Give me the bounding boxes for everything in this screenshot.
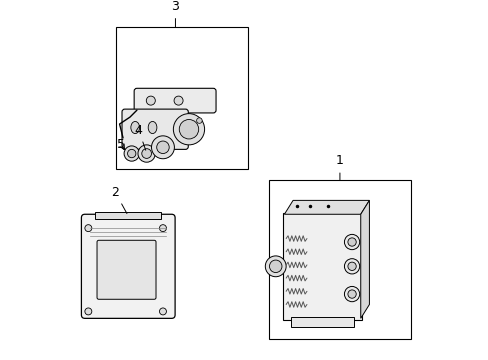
FancyBboxPatch shape	[282, 212, 362, 320]
Text: 5: 5	[117, 138, 125, 151]
Circle shape	[265, 256, 285, 277]
Circle shape	[138, 145, 155, 162]
Circle shape	[156, 141, 169, 153]
Circle shape	[179, 120, 198, 139]
Ellipse shape	[148, 121, 157, 134]
Text: 1: 1	[335, 154, 343, 180]
Circle shape	[344, 259, 359, 274]
Circle shape	[347, 290, 355, 298]
Circle shape	[174, 96, 183, 105]
Circle shape	[269, 260, 282, 273]
Bar	[95, 212, 161, 220]
Circle shape	[85, 225, 92, 231]
Ellipse shape	[131, 121, 139, 134]
Text: 3: 3	[171, 0, 179, 28]
Polygon shape	[284, 201, 368, 214]
Circle shape	[142, 149, 151, 158]
Text: 2: 2	[111, 186, 127, 213]
Circle shape	[127, 149, 136, 158]
Circle shape	[159, 308, 166, 315]
Circle shape	[146, 96, 155, 105]
Bar	[291, 317, 353, 327]
FancyBboxPatch shape	[122, 109, 188, 149]
Bar	[268, 180, 410, 339]
Circle shape	[124, 146, 139, 161]
FancyBboxPatch shape	[134, 88, 216, 113]
Circle shape	[151, 136, 174, 159]
Circle shape	[85, 308, 92, 315]
FancyBboxPatch shape	[81, 214, 175, 318]
Bar	[116, 27, 247, 169]
Polygon shape	[360, 201, 368, 318]
FancyBboxPatch shape	[97, 240, 156, 299]
Circle shape	[347, 262, 355, 270]
Circle shape	[344, 234, 359, 249]
Circle shape	[344, 287, 359, 302]
Circle shape	[173, 114, 204, 145]
Circle shape	[196, 118, 202, 123]
Text: 4: 4	[135, 123, 145, 150]
Circle shape	[159, 225, 166, 231]
Circle shape	[347, 238, 355, 246]
